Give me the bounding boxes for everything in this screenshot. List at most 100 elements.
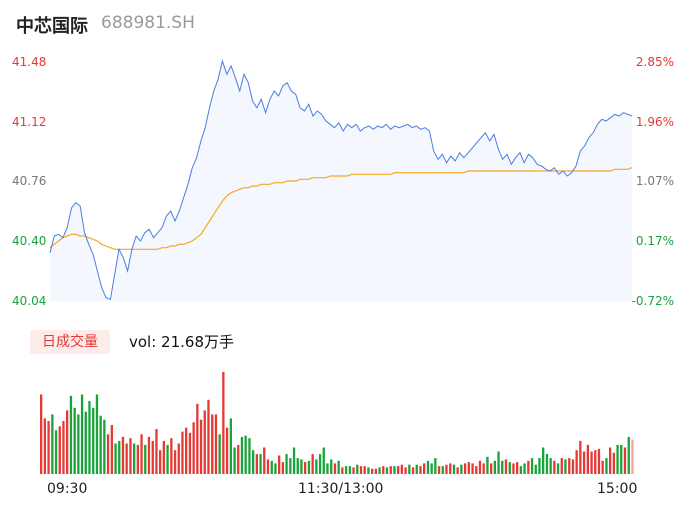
volume-bar xyxy=(341,467,344,474)
volume-bar xyxy=(263,447,266,474)
volume-bar xyxy=(441,466,444,474)
price-tick-4: 40.40 xyxy=(12,234,47,248)
volume-bar xyxy=(393,466,396,474)
volume-bar xyxy=(203,410,206,474)
volume-bar xyxy=(177,443,180,474)
volume-bar xyxy=(270,460,273,474)
volume-bar xyxy=(523,463,526,474)
volume-bar xyxy=(255,454,259,474)
volume-bar xyxy=(371,468,374,474)
volume-type-button[interactable]: 日成交量 xyxy=(30,330,110,354)
volume-bar xyxy=(363,466,366,474)
volume-bar xyxy=(43,418,47,474)
volume-bar xyxy=(456,467,459,474)
volume-bar xyxy=(594,450,597,474)
volume-bar xyxy=(348,466,352,474)
volume-bar xyxy=(609,447,612,474)
pct-tick-2: 1.96% xyxy=(635,115,674,129)
volume-plot xyxy=(40,372,634,474)
volume-bar xyxy=(292,447,296,474)
volume-bar xyxy=(616,444,619,474)
volume-bar xyxy=(463,463,467,474)
volume-bar xyxy=(274,463,277,474)
volume-bar xyxy=(144,444,147,474)
volume-bar xyxy=(516,462,519,474)
volume-bar xyxy=(553,460,556,474)
volume-bar xyxy=(564,459,567,474)
volume-bar xyxy=(430,463,433,474)
volume-bar xyxy=(214,414,218,474)
volume-bar xyxy=(289,458,292,474)
volume-bar xyxy=(121,436,125,474)
volume-bar xyxy=(482,463,485,474)
volume-bar xyxy=(530,458,534,474)
volume-bar xyxy=(222,372,225,474)
volume-bar xyxy=(404,467,407,474)
volume-bar xyxy=(244,435,247,474)
volume-bar xyxy=(58,426,61,474)
price-tick-1: 41.48 xyxy=(12,55,47,69)
volume-bar xyxy=(322,447,325,474)
volume-bar xyxy=(248,438,251,474)
volume-bar xyxy=(597,448,601,474)
volume-bar xyxy=(471,463,474,474)
volume-bar xyxy=(207,399,210,474)
volume-bar xyxy=(542,447,545,474)
volume-bar xyxy=(266,459,270,474)
volume-bar xyxy=(281,462,285,474)
volume-bar xyxy=(627,436,630,474)
volume-bar xyxy=(493,460,497,474)
volume-bar xyxy=(590,451,593,474)
stock-code: 688981.SH xyxy=(101,13,195,33)
pct-tick-5: -0.72% xyxy=(631,294,674,308)
volume-bar xyxy=(337,460,340,474)
volume-bar xyxy=(133,443,136,474)
volume-bar xyxy=(400,464,404,474)
volume-bar xyxy=(359,466,363,474)
volume-bar xyxy=(252,450,255,474)
volume-bar xyxy=(225,427,229,474)
volume-bar xyxy=(173,450,177,474)
volume-bar xyxy=(452,464,456,474)
volume-bar xyxy=(66,410,69,474)
volume-bar xyxy=(318,454,322,474)
volume-bar xyxy=(437,466,441,474)
volume-bar xyxy=(467,462,471,474)
volume-bar xyxy=(478,460,482,474)
volume-bar xyxy=(601,460,604,474)
volume-bar xyxy=(571,459,575,474)
volume-bar xyxy=(125,443,128,474)
volume-bar xyxy=(519,466,523,474)
volume-bar xyxy=(51,414,54,474)
volume-bar xyxy=(545,454,549,474)
volume-bar xyxy=(385,467,389,474)
volume-bar xyxy=(118,440,121,474)
volume-bar xyxy=(54,430,58,474)
volume-bar xyxy=(326,463,329,474)
volume-bar xyxy=(278,455,281,474)
volume-bar xyxy=(103,419,106,474)
volume-bar xyxy=(538,458,541,474)
volume-bar xyxy=(333,463,337,474)
volume-bar xyxy=(162,440,166,474)
volume-bar xyxy=(237,444,240,474)
volume-bar xyxy=(397,466,400,474)
volume-bar xyxy=(188,432,192,474)
volume-bar xyxy=(344,466,348,474)
volume-bar xyxy=(233,447,236,474)
volume-bar xyxy=(501,460,504,474)
volume-bar xyxy=(586,444,590,474)
price-tick-3: 40.76 xyxy=(12,174,47,188)
stock-name: 中芯国际 xyxy=(16,16,88,37)
volume-bar xyxy=(211,414,214,474)
volume-bar xyxy=(527,460,530,474)
volume-bar xyxy=(620,444,623,474)
volume-bar xyxy=(534,464,537,474)
volume-bar xyxy=(199,419,203,474)
volume-bar xyxy=(99,415,102,474)
volume-bar xyxy=(490,463,493,474)
pct-tick-3: 1.07% xyxy=(635,174,674,188)
volume-bar xyxy=(181,431,184,474)
volume-bar xyxy=(605,458,608,474)
